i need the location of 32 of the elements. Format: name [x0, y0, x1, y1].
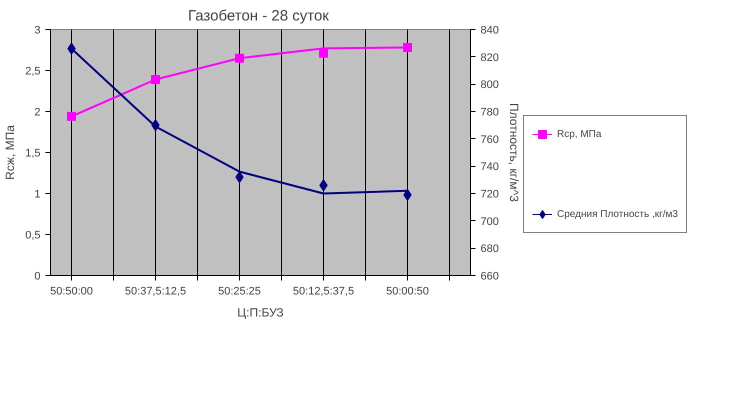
point [319, 48, 328, 58]
y-tick-label: 3 [34, 24, 41, 36]
point [235, 171, 244, 184]
x-tick-label: 50:12,5:37,5 [292, 286, 354, 298]
x-axis-title: Ц:П:БУЗ [237, 306, 284, 320]
y2-tick-label: 800 [480, 79, 499, 92]
y2-tick-label: 740 [480, 161, 499, 174]
y-tick-label: 1,5 [25, 148, 41, 160]
x-tick-label: 50:50:00 [50, 286, 93, 298]
y-tick-label: 0,5 [25, 230, 41, 242]
x-tick-label: 50:37,5:12,5 [124, 286, 186, 298]
legend-label: Средния Плотность ,кг/м3 [557, 208, 678, 220]
y-axis-title: Rсж, МПа [3, 124, 18, 180]
x-tick-label: 50:00:50 [386, 286, 429, 298]
y2-tick-label: 660 [480, 270, 499, 282]
legend-label: Rср, МПа [557, 128, 602, 140]
y2-tick-label: 820 [480, 52, 499, 64]
y-tick-label: 2,5 [25, 66, 41, 78]
y2-tick-label: 840 [480, 24, 499, 36]
chart-title: Газобетон - 28 суток [188, 8, 330, 24]
y2-tick-label: 780 [480, 106, 499, 118]
point [403, 188, 412, 201]
y2-axis-title: Плотность, кг/м^3 [506, 103, 521, 202]
y2-tick-label: 680 [480, 243, 499, 256]
y-tick-label: 2 [34, 106, 41, 118]
y2-tick-label: 720 [480, 188, 499, 200]
point [319, 179, 328, 192]
y2-tick-label: 760 [480, 134, 499, 146]
y-tick-label: 1 [34, 188, 41, 200]
y2-tick-label: 700 [480, 216, 499, 228]
y-tick-label: 0 [34, 270, 41, 282]
x-tick-label: 50:25:25 [218, 286, 261, 298]
